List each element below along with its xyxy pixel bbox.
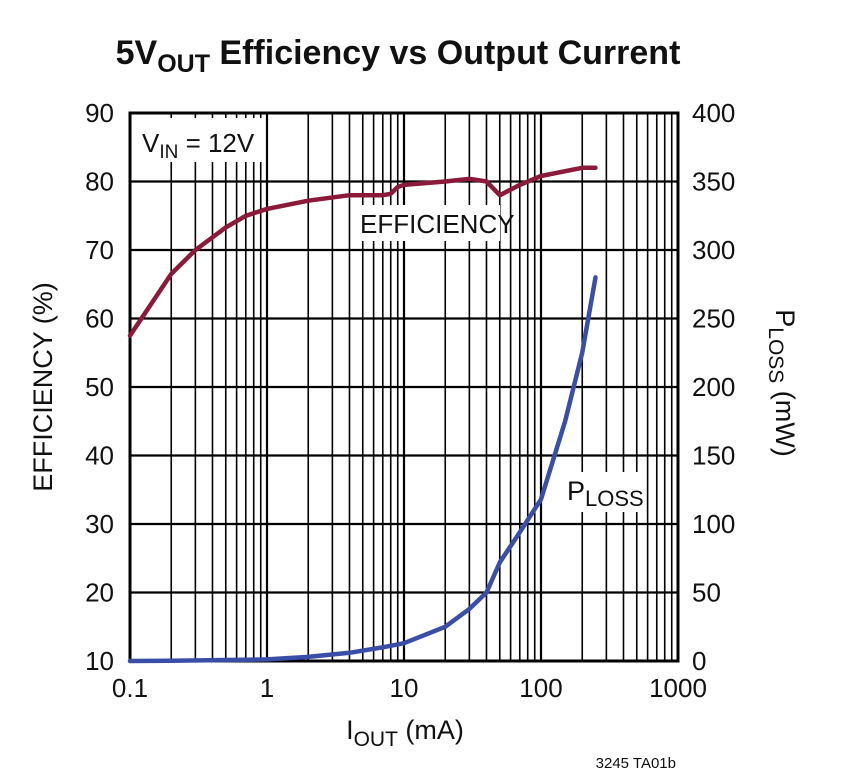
x-axis-label-sub: OUT — [354, 728, 399, 751]
vin-label-bg — [136, 118, 264, 162]
x-tick-label: 10 — [390, 673, 419, 703]
ploss-label-bg — [562, 472, 642, 512]
ploss-annotation: PLOSS — [567, 476, 644, 511]
y-right-axis-label-rest: (mW) — [770, 383, 800, 456]
ploss-main: P — [567, 476, 585, 506]
ploss-line — [127, 275, 598, 664]
y-left-tick-label: 60 — [85, 304, 114, 334]
y-left-tick-label: 20 — [85, 578, 114, 608]
y-right-tick-label: 50 — [692, 578, 721, 608]
y-right-tick-label: 400 — [692, 98, 735, 128]
vin-main: V — [142, 128, 160, 158]
y-left-tick-label: 10 — [85, 646, 114, 676]
y-left-tick-label: 50 — [85, 372, 114, 402]
y-right-axis-label-main: P — [770, 309, 800, 327]
x-tick-label: 1 — [260, 673, 274, 703]
y-right-tick-label: 150 — [692, 441, 735, 471]
y-right-axis-label: PLOSS (mW) — [764, 309, 800, 457]
y-left-tick-label: 30 — [85, 509, 114, 539]
chart-title-main: 5V — [116, 34, 158, 72]
y-left-tick-label: 90 — [85, 98, 114, 128]
y-left-tick-label: 40 — [85, 441, 114, 471]
chart-title-rest: Efficiency vs Output Current — [210, 34, 680, 72]
chart-title-sub: OUT — [157, 50, 210, 78]
efficiency-label-bg — [354, 205, 500, 241]
x-tick-label: 100 — [519, 673, 562, 703]
y-left-axis-label: EFFICIENCY (%) — [28, 282, 58, 492]
x-axis-label-rest: (mA) — [398, 715, 464, 745]
efficiency-line — [127, 165, 598, 338]
y-right-tick-labels: 0 50 100 150 200 250 300 350 400 — [692, 98, 735, 676]
vin-sub: IN — [159, 142, 178, 163]
y-left-tick-labels: 10 20 30 40 50 60 70 80 90 — [85, 98, 114, 676]
y-right-tick-label: 100 — [692, 509, 735, 539]
plot-frame — [128, 111, 680, 663]
x-tick-label: 1000 — [649, 673, 707, 703]
y-right-tick-label: 350 — [692, 167, 735, 197]
grid-horizontal-lines — [130, 180, 678, 594]
figure-id: 3245 TA01b — [596, 755, 676, 772]
efficiency-annotation: EFFICIENCY — [360, 209, 515, 239]
y-right-tick-label: 0 — [692, 646, 706, 676]
x-axis-label: IOUT (mA) — [346, 715, 464, 751]
y-right-axis-label-sub: LOSS — [764, 327, 787, 383]
y-left-tick-label: 70 — [85, 235, 114, 265]
y-left-tick-label: 80 — [85, 167, 114, 197]
x-tick-label: 0.1 — [112, 673, 148, 703]
chart-title: 5VOUT Efficiency vs Output Current — [116, 34, 681, 78]
vin-annotation: VIN = 12V — [142, 128, 255, 163]
ploss-sub: LOSS — [585, 486, 644, 511]
vin-rest: = 12V — [178, 128, 255, 158]
y-right-tick-label: 300 — [692, 235, 735, 265]
y-right-tick-label: 200 — [692, 372, 735, 402]
x-tick-labels: 0.1 1 10 100 1000 — [112, 673, 707, 703]
y-right-tick-label: 250 — [692, 304, 735, 334]
x-axis-label-main: I — [346, 715, 354, 745]
